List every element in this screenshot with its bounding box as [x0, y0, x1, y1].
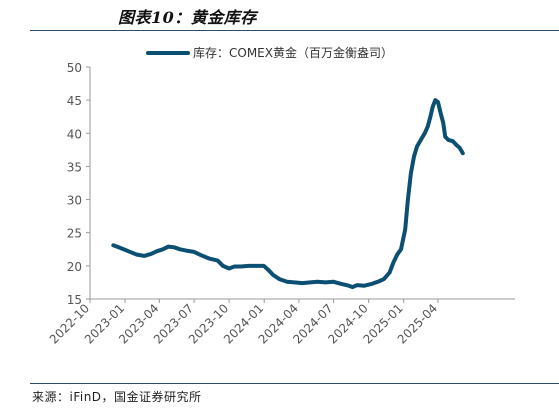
y-tick-label: 45 — [67, 94, 82, 108]
legend-label: 库存：COMEX黄金（百万金衡盎司） — [193, 45, 393, 60]
bottom-rule — [30, 383, 559, 384]
y-tick-label: 40 — [67, 127, 82, 141]
top-rule — [30, 30, 559, 31]
legend: 库存：COMEX黄金（百万金衡盎司） — [146, 45, 393, 60]
plot-area — [111, 98, 465, 290]
series-line — [111, 98, 465, 290]
figure-title: 图表10：黄金库存 — [118, 8, 257, 27]
y-tick-label: 25 — [67, 227, 82, 241]
y-tick-label: 30 — [67, 194, 82, 208]
source-note: 来源：iFinD，国金证券研究所 — [32, 390, 202, 404]
line-chart: 库存：COMEX黄金（百万金衡盎司） 15202530354045502022-… — [47, 45, 515, 347]
axes: 15202530354045502022-102023-012023-04202… — [47, 61, 515, 347]
y-tick-label: 15 — [67, 293, 82, 307]
y-tick-label: 20 — [67, 260, 82, 274]
y-tick-label: 35 — [67, 160, 82, 174]
y-tick-label: 50 — [67, 61, 82, 75]
